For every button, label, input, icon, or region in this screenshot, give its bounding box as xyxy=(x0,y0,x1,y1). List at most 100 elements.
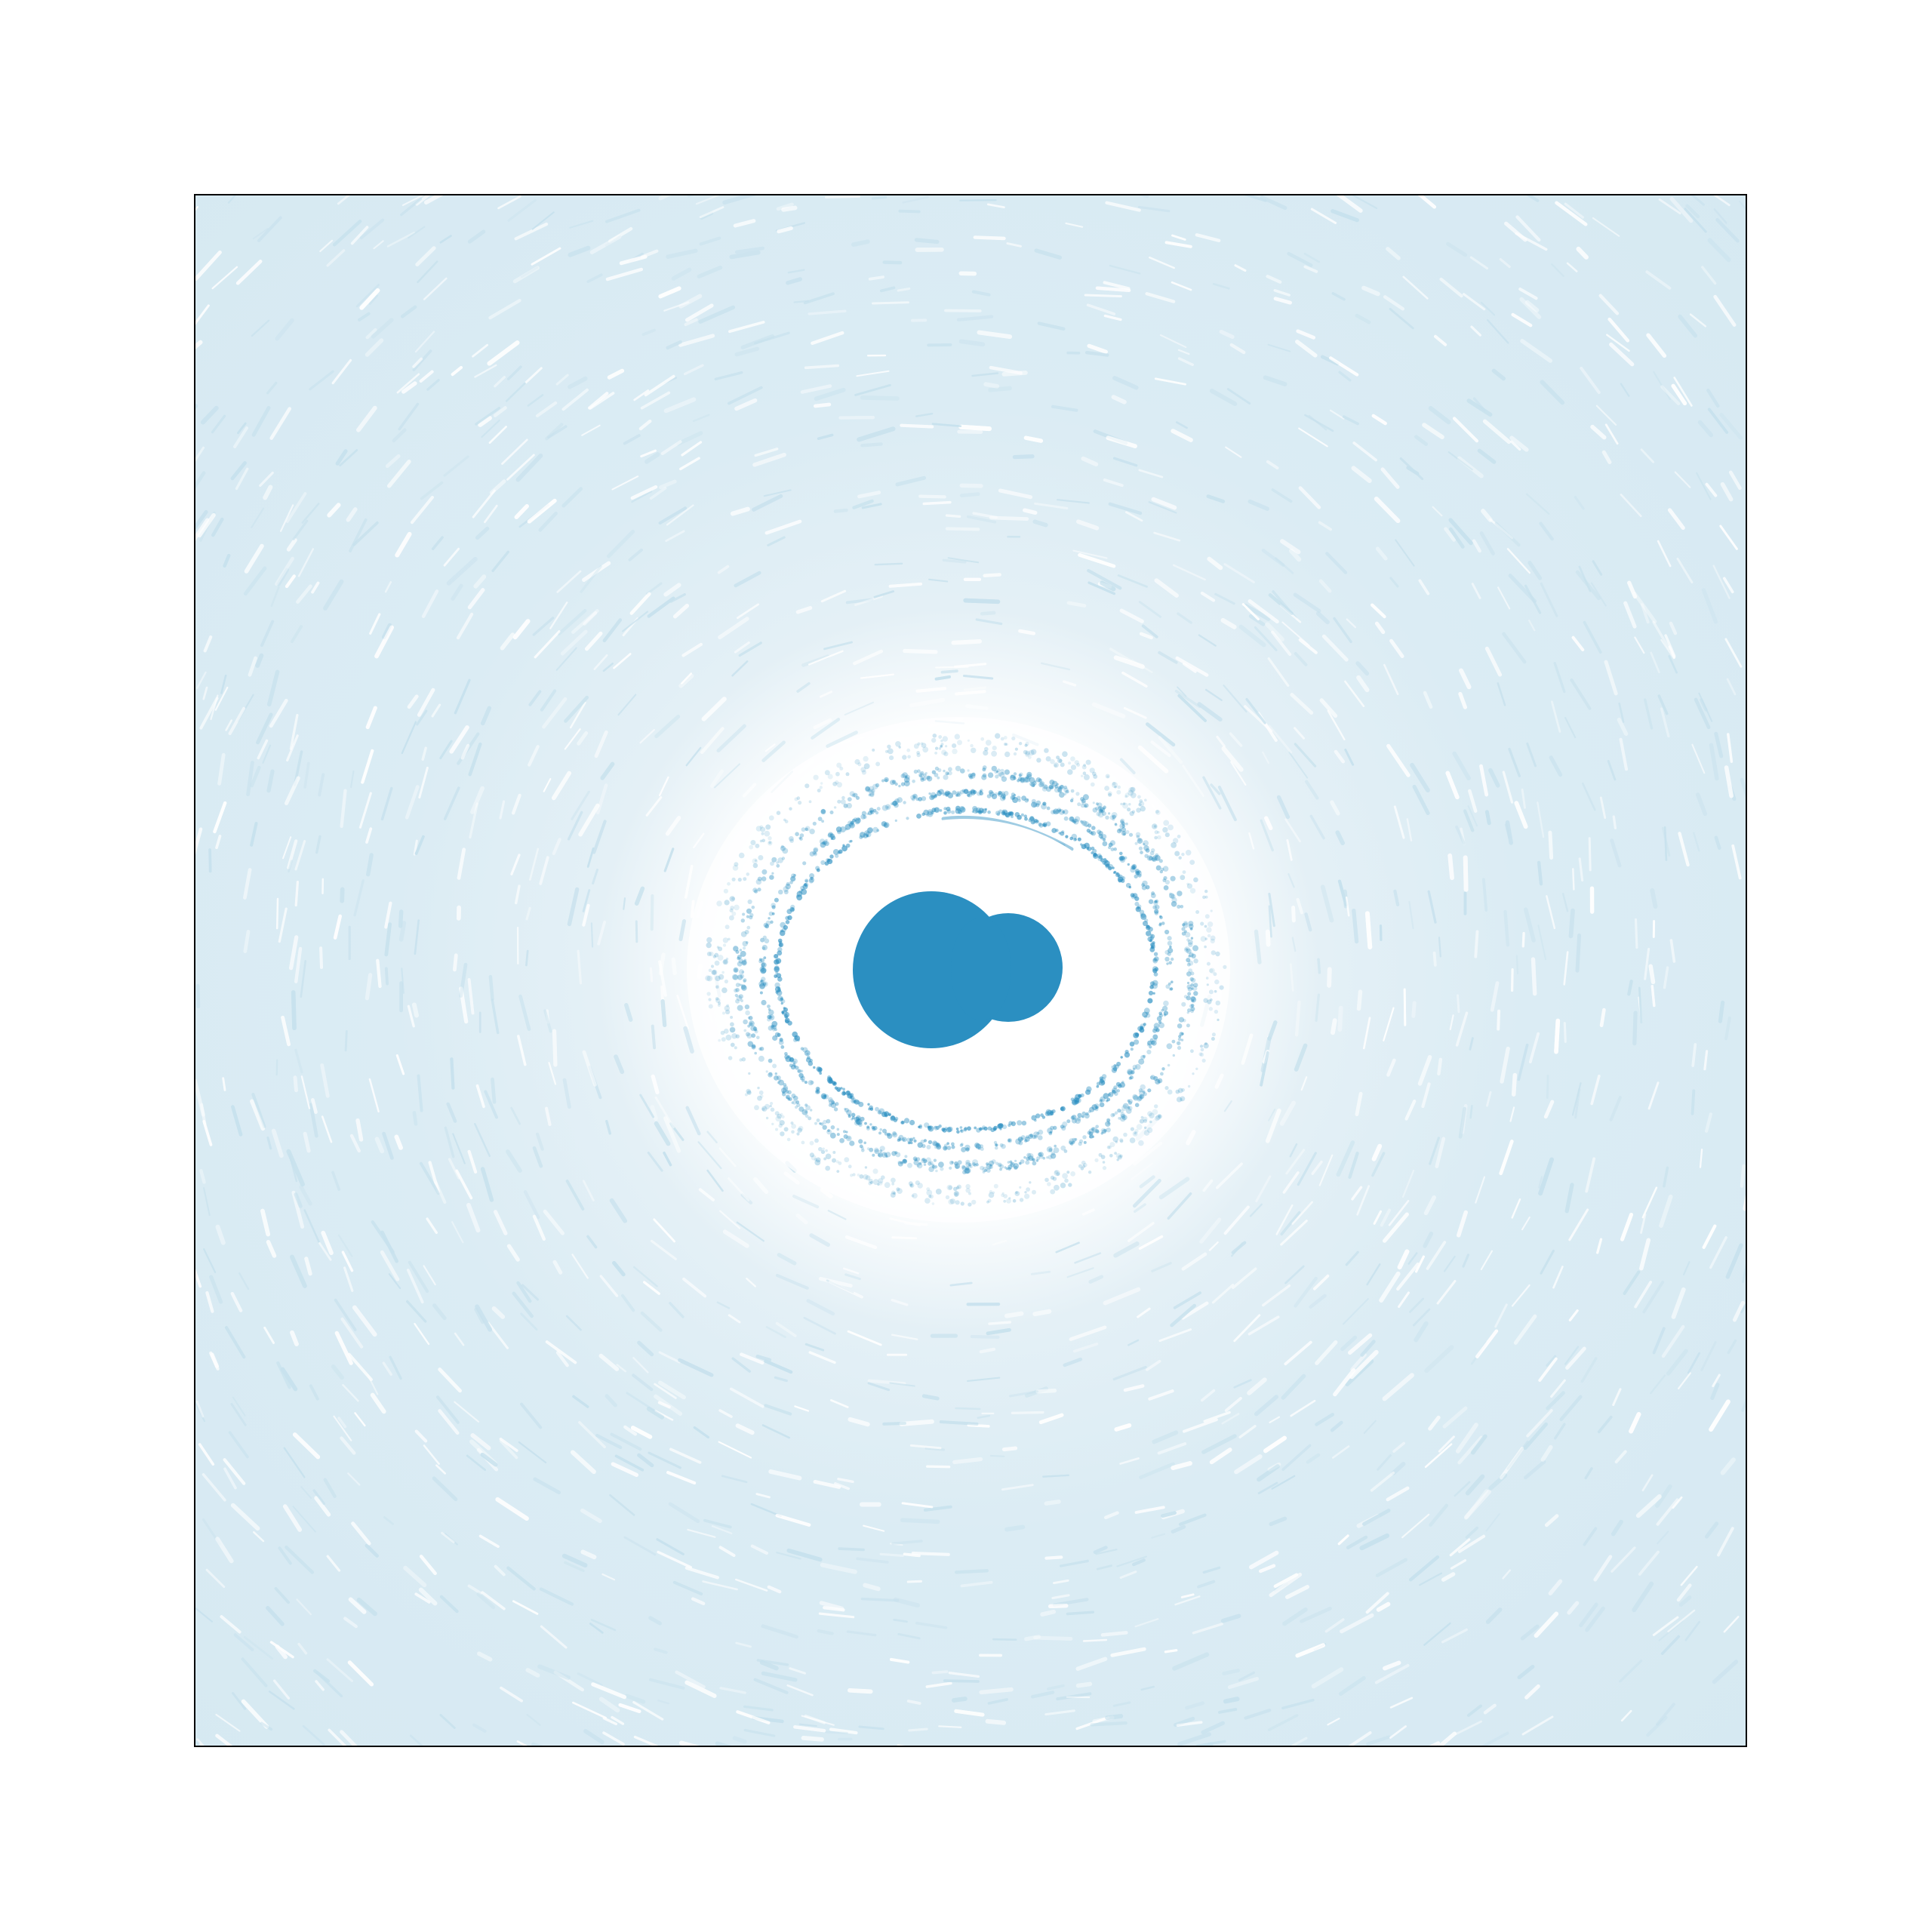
ring-particle xyxy=(738,969,744,975)
particle-streak xyxy=(750,1544,768,1555)
particle-streak xyxy=(645,452,660,464)
ring-particle xyxy=(1013,775,1016,778)
particle-streak xyxy=(1634,918,1638,949)
particle-streak xyxy=(1672,1496,1683,1509)
particle-streak xyxy=(1044,1500,1061,1506)
particle-streak xyxy=(818,1277,853,1288)
ring-particle xyxy=(740,974,745,979)
particle-streak xyxy=(555,647,577,671)
ring-particle xyxy=(774,966,780,973)
particle-streak xyxy=(1356,989,1363,1011)
ring-particle xyxy=(931,1165,935,1169)
ring-particle xyxy=(1115,1140,1118,1143)
particle-streak xyxy=(1450,1559,1467,1570)
particle-streak xyxy=(1502,1569,1512,1580)
ring-particle xyxy=(1029,1134,1034,1137)
ring-particle xyxy=(867,1103,870,1106)
particle-streak xyxy=(275,1059,278,1076)
ring-particle xyxy=(823,1094,827,1098)
particle-streak xyxy=(1139,632,1153,640)
ring-particle xyxy=(954,1191,958,1195)
particle-streak xyxy=(1634,636,1645,654)
particle-streak xyxy=(1112,375,1139,390)
particle-streak xyxy=(385,454,401,468)
particle-streak xyxy=(666,504,694,526)
ring-particle xyxy=(892,1132,898,1138)
ring-particle xyxy=(1124,856,1128,860)
ring-particle xyxy=(927,809,934,816)
particle-streak xyxy=(1364,911,1373,949)
particle-streak xyxy=(874,562,903,566)
ring-particle xyxy=(760,958,765,963)
particle-streak xyxy=(1346,618,1356,629)
particle-streak xyxy=(669,1447,702,1464)
ring-particle xyxy=(1056,1172,1060,1177)
ring-particle xyxy=(777,977,783,982)
ring-particle xyxy=(1100,1128,1106,1134)
particle-streak xyxy=(1248,614,1266,626)
ring-particle xyxy=(938,789,944,795)
particle-streak xyxy=(515,454,543,482)
ring-particle xyxy=(1058,789,1063,794)
ring-particle xyxy=(931,1163,935,1167)
particle-streak xyxy=(1154,377,1186,386)
ring-particle xyxy=(805,1105,811,1111)
ring-particle xyxy=(768,815,774,821)
particle-streak xyxy=(1273,1583,1289,1592)
particle-streak xyxy=(262,744,272,764)
particle-streak xyxy=(481,1591,506,1611)
particle-streak xyxy=(718,617,749,640)
ring-particle xyxy=(1028,1134,1033,1140)
ring-particle xyxy=(718,974,724,980)
particle-streak xyxy=(488,426,507,445)
ring-particle xyxy=(761,876,767,881)
particle-streak xyxy=(1360,1340,1376,1357)
particle-streak xyxy=(1674,471,1691,488)
ring-particle xyxy=(1035,1113,1041,1118)
ring-particle xyxy=(986,1168,991,1173)
ring-particle xyxy=(774,1032,780,1038)
particle-streak xyxy=(505,1149,522,1173)
particle-streak xyxy=(246,760,254,797)
ring-particle xyxy=(903,777,910,783)
ring-particle xyxy=(1023,814,1028,818)
particle-streak xyxy=(663,301,690,312)
particle-streak xyxy=(1702,1224,1717,1249)
particle-streak xyxy=(487,340,520,366)
ring-particle xyxy=(1134,1039,1140,1045)
particle-streak xyxy=(1571,1082,1582,1116)
ring-particle xyxy=(1023,1156,1026,1159)
particle-streak xyxy=(466,1454,487,1471)
ring-particle xyxy=(805,1057,811,1063)
ring-particle xyxy=(781,857,786,860)
particle-streak xyxy=(614,1054,625,1075)
ring-particle xyxy=(1083,774,1090,780)
particle-streak xyxy=(733,219,756,228)
ring-particle xyxy=(1010,1161,1015,1168)
ring-particle xyxy=(1040,1113,1044,1117)
particle-streak xyxy=(1434,334,1447,346)
particle-streak xyxy=(266,669,280,707)
particle-streak xyxy=(1304,912,1312,932)
ring-particle xyxy=(1154,835,1158,840)
ring-particle xyxy=(904,1155,908,1158)
ring-particle xyxy=(879,1128,882,1131)
particle-streak xyxy=(384,581,392,593)
particle-streak xyxy=(1494,521,1521,547)
ring-particle xyxy=(894,798,900,804)
ring-particle xyxy=(869,1123,872,1126)
ring-particle xyxy=(1019,1162,1022,1165)
particle-streak xyxy=(1712,1660,1739,1684)
particle-streak xyxy=(1544,1514,1559,1527)
particle-streak xyxy=(817,433,834,440)
particle-streak xyxy=(395,531,412,558)
particle-streak xyxy=(1298,486,1321,509)
particle-streak xyxy=(1289,1143,1298,1158)
particle-streak xyxy=(632,1374,654,1392)
ring-particle xyxy=(1089,768,1095,774)
ring-particle xyxy=(816,868,820,872)
particle-streak xyxy=(215,1713,241,1732)
ring-particle xyxy=(778,1123,783,1128)
particle-streak xyxy=(1164,1649,1178,1654)
ring-particle xyxy=(785,920,790,924)
